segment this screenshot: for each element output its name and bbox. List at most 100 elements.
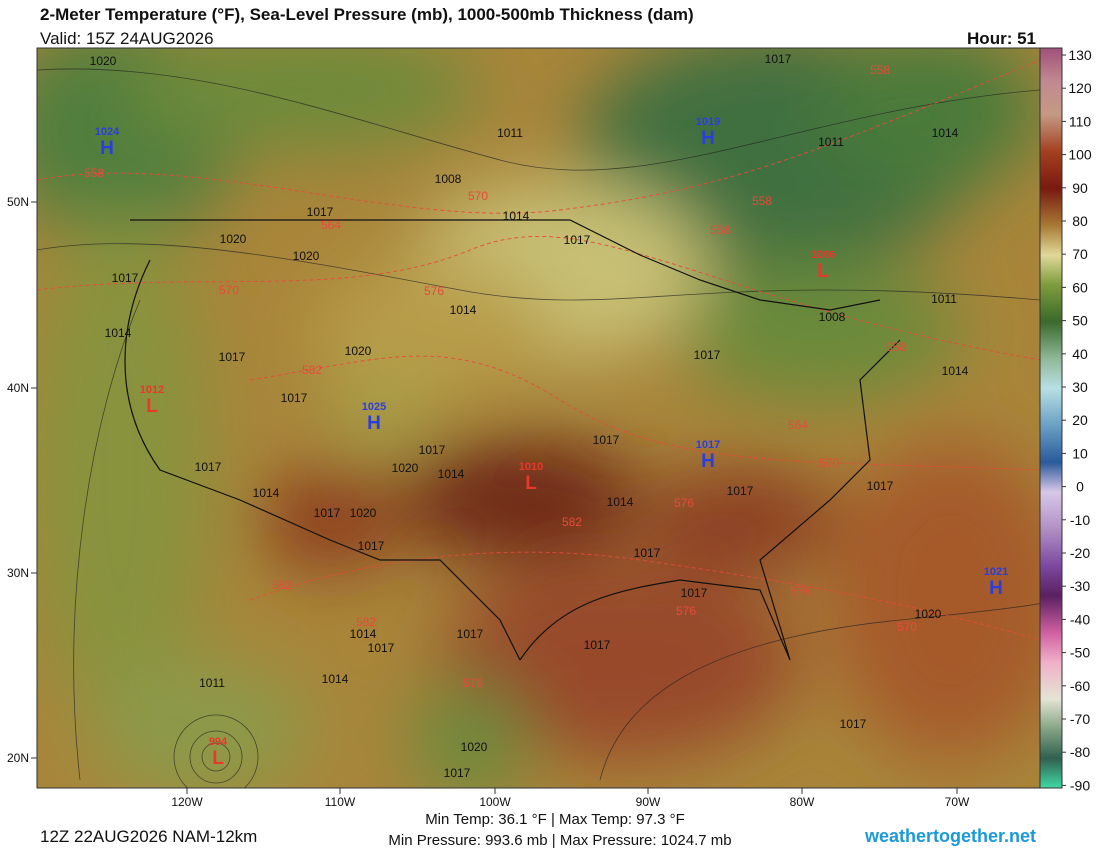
thickness-label: 576 (674, 496, 694, 510)
isobar-label: 1020 (915, 607, 942, 621)
isobar-label: 1020 (392, 461, 419, 475)
colorbar-label: -30 (1070, 578, 1090, 594)
isobar-label: 1020 (350, 506, 377, 520)
thickness-label: 582 (272, 578, 292, 592)
isobar-label: 1020 (90, 54, 117, 68)
thickness-label: 576 (676, 604, 696, 618)
isobar-label: 1017 (195, 460, 222, 474)
isobar-label: 1017 (634, 546, 661, 560)
colorbar-label: 10 (1072, 445, 1088, 461)
isobar-label: 1017 (584, 638, 611, 652)
isobar-label: 1017 (314, 506, 341, 520)
colorbar-label: -50 (1070, 645, 1090, 661)
isobar-label: 1017 (219, 350, 246, 364)
colorbar (1039, 47, 1063, 789)
isobar-label: 1011 (931, 292, 957, 306)
colorbar-label: 100 (1068, 147, 1092, 163)
isobar-label: 1008 (435, 172, 462, 186)
isobar-label: 1017 (867, 479, 894, 493)
pressure-center-value: 1019 (696, 116, 720, 128)
thickness-label: 582 (562, 515, 582, 529)
thickness-label: 564 (321, 218, 341, 232)
colorbar-label: 130 (1068, 47, 1092, 63)
thickness-label: 570 (219, 283, 239, 297)
lat-label: 50N (7, 195, 29, 209)
isobar-label: 1017 (457, 627, 484, 641)
isobar-label: 1014 (350, 627, 377, 641)
colorbar-label: -20 (1070, 545, 1090, 561)
thickness-label: 582 (356, 615, 376, 629)
isobar-label: 1014 (450, 303, 477, 317)
lon-label: 70W (945, 795, 970, 809)
colorbar-label: 80 (1072, 213, 1088, 229)
political-borders (124, 219, 901, 661)
pressure-center-value: 1017 (696, 439, 720, 451)
pressure-center-symbol: H (989, 578, 1003, 599)
colorbar-label: 90 (1072, 180, 1088, 196)
isobar-label: 1011 (199, 676, 225, 690)
forecast-hour: Hour: 51 (967, 29, 1036, 48)
pressure-center-symbol: H (367, 413, 381, 434)
thickness-label: 558 (710, 223, 730, 237)
isobar-label: 1020 (293, 249, 320, 263)
thickness-label: 576 (424, 284, 444, 298)
pressure-center-symbol: L (146, 396, 158, 417)
thickness-label: 570 (897, 620, 917, 634)
temp-range: Min Temp: 36.1 °F | Max Temp: 97.3 °F (425, 811, 685, 828)
isobar-label: 1017 (593, 433, 620, 447)
isobar-label: 1017 (419, 443, 446, 457)
lon-label: 90W (636, 795, 661, 809)
isobar-label: 1011 (497, 126, 523, 140)
isobar-label: 1017 (307, 205, 334, 219)
pressure-center-symbol: H (701, 128, 715, 149)
pressure-center-symbol: L (525, 473, 537, 494)
isobar-label: 1011 (818, 135, 844, 149)
thickness-label: 558 (870, 63, 890, 77)
thickness-label: 564 (788, 418, 808, 432)
isobars (37, 68, 1040, 788)
colorbar-label: -40 (1070, 611, 1090, 627)
thickness-label: 558 (752, 194, 772, 208)
lon-label: 80W (790, 795, 815, 809)
isobar-label: 1017 (444, 766, 471, 780)
lon-label: 100W (479, 795, 511, 809)
thickness-lines (37, 59, 1040, 641)
isobar-label: 1020 (220, 232, 247, 246)
isobar-label: 1020 (461, 740, 488, 754)
isobar-label: 1017 (694, 348, 721, 362)
valid-time: Valid: 15Z 24AUG2026 (40, 29, 214, 48)
isobar-label: 1014 (503, 209, 530, 223)
pressure-center-value: 1012 (140, 384, 164, 396)
isobar-label: 1017 (368, 641, 395, 655)
isobar-label: 1020 (345, 344, 372, 358)
lon-label: 120W (171, 795, 203, 809)
isobar-label: 1014 (438, 467, 465, 481)
thickness-label: 582 (302, 363, 322, 377)
thickness-label: 570 (819, 456, 839, 470)
lon-label: 110W (325, 795, 356, 809)
pressure-center-value: 1024 (95, 126, 120, 138)
isobar-label: 1017 (112, 271, 139, 285)
lat-label: 20N (7, 751, 29, 765)
pressure-center-symbol: L (817, 261, 829, 282)
isobar-label: 1017 (564, 233, 591, 247)
pressure-center-symbol: L (212, 748, 224, 769)
pressure-center-symbol: H (100, 138, 114, 159)
pressure-center-value: 1006 (811, 249, 835, 261)
pressure-range: Min Pressure: 993.6 mb | Max Pressure: 1… (388, 832, 731, 849)
colorbar-label: 60 (1072, 279, 1088, 295)
isobar-label: 1014 (607, 495, 634, 509)
title: 2-Meter Temperature (°F), Sea-Level Pres… (40, 5, 694, 24)
isobar-label: 1014 (942, 364, 969, 378)
pressure-center-value: 1010 (519, 461, 543, 473)
isobar-label: 1017 (765, 52, 792, 66)
colorbar-label: -70 (1070, 711, 1090, 727)
colorbar-label: 70 (1072, 246, 1088, 262)
pressure-center-value: 1025 (362, 401, 386, 413)
colorbar-label: 50 (1072, 313, 1088, 329)
lat-label: 40N (7, 381, 29, 395)
isobar-label: 1017 (840, 717, 867, 731)
colorbar-label: -60 (1070, 678, 1090, 694)
